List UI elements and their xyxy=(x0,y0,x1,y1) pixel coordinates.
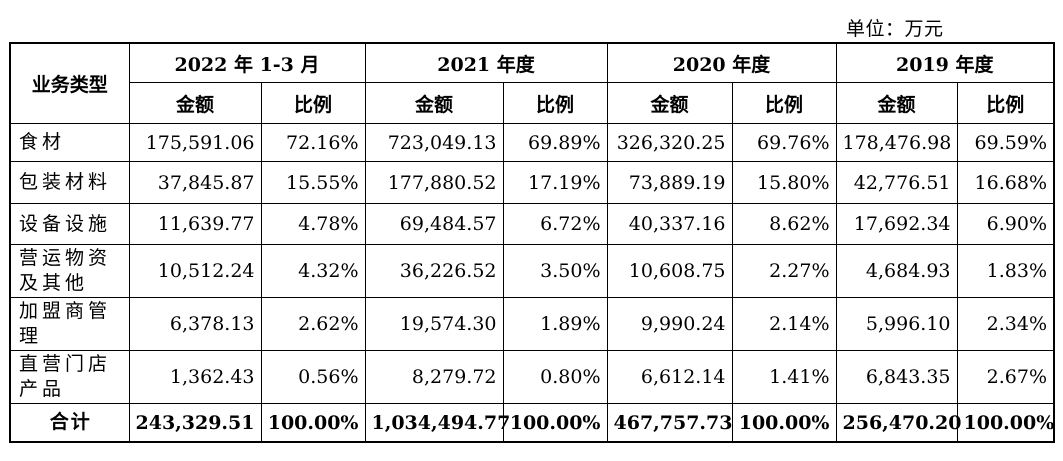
ratio-cell: 0.56% xyxy=(260,350,366,404)
ratio-cell: 17.19% xyxy=(502,161,608,204)
amount-cell: 8,279.72 xyxy=(364,350,504,404)
table-row: 直营门店产品 1,362.43 0.56% 8,279.72 0.80% 6,6… xyxy=(9,350,1055,404)
amount-cell: 6,843.35 xyxy=(835,350,958,404)
amount-cell: 326,320.25 xyxy=(606,123,733,162)
amount-cell: 37,845.87 xyxy=(128,161,262,204)
table-row: 营运物资及其他 10,512.24 4.32% 36,226.52 3.50% … xyxy=(9,244,1055,298)
ratio-header: 比例 xyxy=(260,82,366,124)
amount-cell: 6,378.13 xyxy=(128,297,262,351)
amount-cell: 5,996.10 xyxy=(835,297,958,351)
ratio-cell: 6.72% xyxy=(502,203,608,245)
category-cell: 直营门店产品 xyxy=(9,350,130,404)
table-row: 食材 175,591.06 72.16% 723,049.13 69.89% 3… xyxy=(9,123,1055,162)
ratio-cell: 4.78% xyxy=(260,203,366,245)
amount-cell: 10,608.75 xyxy=(606,244,733,298)
procurement-table: 业务类型 2022 年 1-3 月 2021 年度 2020 年度 2019 年… xyxy=(9,42,1055,443)
total-amount-cell: 256,470.20 xyxy=(835,403,962,443)
amount-cell: 17,692.34 xyxy=(835,203,958,245)
amount-cell: 178,476.98 xyxy=(835,123,958,162)
category-cell: 营运物资及其他 xyxy=(9,244,130,298)
ratio-cell: 69.59% xyxy=(956,123,1055,162)
amount-header: 金额 xyxy=(835,82,958,124)
total-ratio-cell: 100.00% xyxy=(956,403,1055,443)
total-ratio-cell: 100.00% xyxy=(260,403,366,443)
category-cell: 设备设施 xyxy=(9,203,130,245)
table-row: 设备设施 11,639.77 4.78% 69,484.57 6.72% 40,… xyxy=(9,203,1055,245)
ratio-cell: 3.50% xyxy=(502,244,608,298)
category-cell: 加盟商管理 xyxy=(9,297,130,351)
amount-cell: 4,684.93 xyxy=(835,244,958,298)
period-header: 2022 年 1-3 月 xyxy=(128,42,366,83)
total-amount-cell: 1,034,494.77 xyxy=(364,403,510,443)
ratio-cell: 69.89% xyxy=(502,123,608,162)
amount-cell: 175,591.06 xyxy=(128,123,262,162)
amount-cell: 10,512.24 xyxy=(128,244,262,298)
ratio-cell: 2.14% xyxy=(731,297,837,351)
ratio-cell: 8.62% xyxy=(731,203,837,245)
amount-header: 金额 xyxy=(606,82,733,124)
ratio-cell: 2.67% xyxy=(956,350,1055,404)
ratio-cell: 1.83% xyxy=(956,244,1055,298)
category-cell: 食材 xyxy=(9,123,130,162)
ratio-cell: 6.90% xyxy=(956,203,1055,245)
ratio-header: 比例 xyxy=(502,82,608,124)
total-amount-cell: 467,757.73 xyxy=(606,403,733,443)
unit-label: 单位：万元 xyxy=(846,18,944,40)
ratio-cell: 2.27% xyxy=(731,244,837,298)
ratio-cell: 2.34% xyxy=(956,297,1055,351)
period-header: 2021 年度 xyxy=(364,42,608,83)
amount-cell: 42,776.51 xyxy=(835,161,958,204)
amount-cell: 723,049.13 xyxy=(364,123,504,162)
amount-cell: 11,639.77 xyxy=(128,203,262,245)
ratio-cell: 16.68% xyxy=(956,161,1055,204)
ratio-cell: 15.55% xyxy=(260,161,366,204)
category-cell: 包装材料 xyxy=(9,161,130,204)
total-amount-cell: 243,329.51 xyxy=(128,403,262,443)
table-row: 加盟商管理 6,378.13 2.62% 19,574.30 1.89% 9,9… xyxy=(9,297,1055,351)
ratio-header: 比例 xyxy=(731,82,837,124)
amount-header: 金额 xyxy=(364,82,504,124)
ratio-cell: 2.62% xyxy=(260,297,366,351)
amount-cell: 36,226.52 xyxy=(364,244,504,298)
amount-cell: 6,612.14 xyxy=(606,350,733,404)
ratio-header: 比例 xyxy=(956,82,1055,124)
ratio-cell: 69.76% xyxy=(731,123,837,162)
ratio-cell: 15.80% xyxy=(731,161,837,204)
ratio-cell: 1.41% xyxy=(731,350,837,404)
amount-cell: 1,362.43 xyxy=(128,350,262,404)
total-ratio-cell: 100.00% xyxy=(731,403,837,443)
amount-cell: 73,889.19 xyxy=(606,161,733,204)
total-label: 合计 xyxy=(9,403,130,443)
total-row: 合计 243,329.51 100.00% 1,034,494.77 100.0… xyxy=(9,403,1055,443)
ratio-cell: 72.16% xyxy=(260,123,366,162)
amount-cell: 9,990.24 xyxy=(606,297,733,351)
amount-header: 金额 xyxy=(128,82,262,124)
total-ratio-cell: 100.00% xyxy=(502,403,608,443)
amount-cell: 69,484.57 xyxy=(364,203,504,245)
period-header: 2019 年度 xyxy=(835,42,1055,83)
amount-cell: 19,574.30 xyxy=(364,297,504,351)
period-header: 2020 年度 xyxy=(606,42,837,83)
amount-cell: 40,337.16 xyxy=(606,203,733,245)
ratio-cell: 1.89% xyxy=(502,297,608,351)
category-header: 业务类型 xyxy=(9,42,130,124)
amount-cell: 177,880.52 xyxy=(364,161,504,204)
table-row: 包装材料 37,845.87 15.55% 177,880.52 17.19% … xyxy=(9,161,1055,204)
ratio-cell: 0.80% xyxy=(502,350,608,404)
ratio-cell: 4.32% xyxy=(260,244,366,298)
